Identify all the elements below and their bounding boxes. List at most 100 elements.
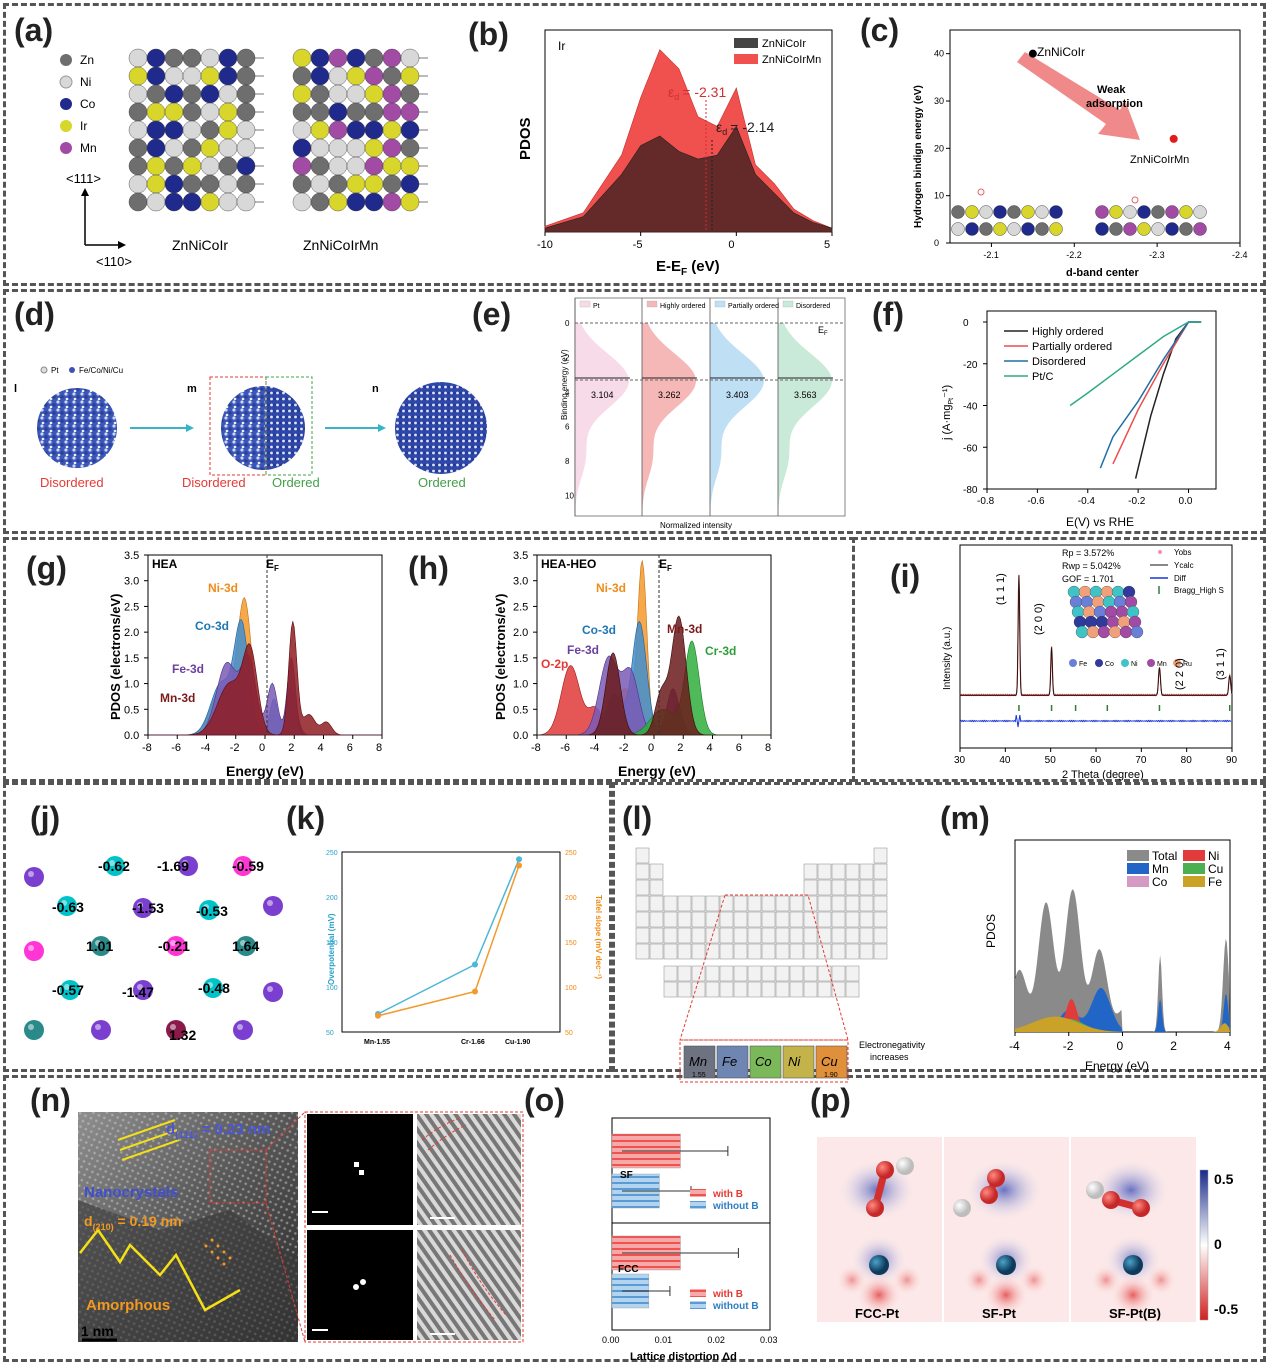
l-cell (663, 927, 678, 944)
p-pt-atom (996, 1255, 1016, 1275)
e-yticks: 0 2 4 6 8 10 (565, 319, 574, 501)
l-cell (859, 943, 874, 960)
i-element-label: Co (1105, 661, 1114, 668)
g-dos-areas (148, 597, 382, 736)
l-cell (761, 895, 776, 912)
l-cell (831, 895, 846, 912)
l-element-symbol: Cu (821, 1054, 838, 1069)
i-stat-rwp: Rwp = 5.042% (1062, 561, 1121, 571)
panel-m: Total Ni Mn Cu Co Fe -4 -2 0 2 4 PDOS Energy (eV) (984, 839, 1231, 1073)
o-xlabel: Lattice distortion Δd (630, 1351, 737, 1363)
e-center-value: 3.262 (658, 390, 681, 400)
row5-frame (3, 1075, 1266, 1362)
l-cell (719, 927, 734, 944)
l-cell (733, 911, 748, 928)
m-legend: Total Ni Mn Cu Co Fe (1127, 849, 1223, 889)
row4-right-frame (612, 782, 1266, 1072)
l-zoom-outline (679, 894, 849, 1041)
h-label-mn: Mn-3d (667, 622, 702, 636)
l-element-tile (683, 1045, 716, 1079)
panel-label-k: (k) (286, 800, 326, 836)
l-cell (803, 911, 818, 928)
e-band (575, 323, 629, 516)
panel-j: -0.62 -1.69 -0.59 -0.63 -1.53 -0.53 1.01 -0.21 1… (24, 856, 283, 1043)
p-title: FCC-Pt (855, 1306, 900, 1321)
l-cell (649, 943, 664, 960)
j-charge-value: -0.48 (198, 980, 230, 996)
ytick: 3.5 (513, 550, 528, 562)
k-ylabel-left: Overpotential (mV) (327, 913, 336, 985)
xtick: -8 (142, 742, 152, 754)
d-particle-mixed-left (221, 386, 265, 470)
p-o-atom (980, 1186, 998, 1204)
m-legend-item: Cu (1208, 862, 1223, 876)
d-ord2: Ordered (272, 475, 320, 490)
n-d210: d(210) = 0.19 nm (84, 1213, 182, 1232)
l-cell (733, 927, 748, 944)
f-xtick: -0.4 (1078, 496, 1096, 507)
p-charge-maps: FCC-Pt SF-Pt SF-Pt(B) (817, 1137, 1196, 1322)
f-ytick: -60 (963, 443, 978, 454)
o-bars (611, 1133, 739, 1309)
b-legend-swatch-1 (734, 38, 758, 48)
k-ytick-right: 100 (565, 985, 577, 992)
panel-label-j: (j) (30, 800, 61, 836)
l-cell (761, 911, 776, 928)
panel-k: 50 50 100 100 150 150 200 200 250 250 Mn-1.55 Cr-1.… (326, 850, 603, 1046)
m-area (1015, 1016, 1230, 1032)
p-title: SF-Pt(B) (1109, 1306, 1161, 1321)
f-ytick: -80 (963, 485, 978, 496)
struct1-label: ZnNiCoIr (172, 237, 228, 253)
h-xticks: -8 -6 -4 -2 0 2 4 6 8 (531, 735, 772, 754)
xtick: -2 (619, 742, 629, 754)
f-legend-item: Partially ordered (1032, 341, 1112, 353)
legend-dot-mn (60, 142, 72, 154)
c-point-znnicoir (1028, 49, 1037, 58)
legend-zn: Zn (80, 53, 94, 67)
c-xtick: -2.4 (1232, 250, 1248, 260)
p-cbar-top: 0.5 (1214, 1171, 1234, 1187)
i-element-label: Fe (1079, 661, 1087, 668)
l-cell (677, 943, 692, 960)
i-diff-curve (959, 714, 1232, 728)
l-cell (663, 943, 678, 960)
p-h-atom (896, 1157, 914, 1175)
panel-e: EF Pt Highly ordered Partially ordered Diso… (560, 297, 846, 530)
c-xticks: -2.1 -2.2 -2.3 -2.4 (983, 243, 1248, 260)
panel-label-p: (p) (810, 1082, 851, 1118)
f-xtick: -0.8 (977, 496, 995, 507)
l-cell (845, 879, 860, 896)
b-xticks: -10 -5 0 5 (537, 232, 833, 251)
i-xlabel: 2 Theta (degree) (1062, 769, 1144, 781)
e-band (778, 323, 832, 516)
b-xtick: 0 (728, 239, 734, 251)
e-legend-item: Pt (593, 303, 600, 310)
l-cell (677, 927, 692, 944)
axis-111-label: <111> (66, 171, 101, 186)
xtick: -6 (560, 742, 570, 754)
panel-i: 30 40 50 60 70 80 90 Intensity (a.u.) 2 Theta … (942, 544, 1238, 781)
m-xtick: 2 (1170, 1039, 1177, 1053)
legend-dot-zn (60, 54, 72, 66)
l-element-symbol: Co (755, 1054, 772, 1069)
p-h-atom (953, 1199, 971, 1217)
p-pt-atom (869, 1255, 889, 1275)
xtick: 8 (765, 742, 771, 754)
b-xtick: -5 (633, 239, 643, 251)
e-band (710, 323, 764, 516)
l-element-row: Mn Fe Co Ni Cu 1.55 1.90 (683, 1045, 848, 1079)
p-h-atom (1086, 1181, 1104, 1199)
h-label-fe: Fe-3d (567, 643, 599, 657)
n-ifft-1 (417, 1114, 521, 1225)
j-charge-value: 1.32 (169, 1027, 196, 1043)
c-xlabel: d-band center (1066, 267, 1139, 279)
k-ytick-right: 250 (565, 850, 577, 857)
k-axes: 50 50 100 100 150 150 200 200 250 250 Mn-1.55 Cr-1.… (326, 850, 577, 1046)
n-d111: d(111) = 0.23 nm (166, 1121, 270, 1141)
i-xtick: 30 (954, 755, 966, 766)
l-cell (649, 911, 664, 928)
xtick: -2 (230, 742, 240, 754)
n-fft-2 (307, 1230, 413, 1340)
o-legend-without-b-2: without B (712, 1301, 759, 1312)
l-cell (635, 943, 650, 960)
